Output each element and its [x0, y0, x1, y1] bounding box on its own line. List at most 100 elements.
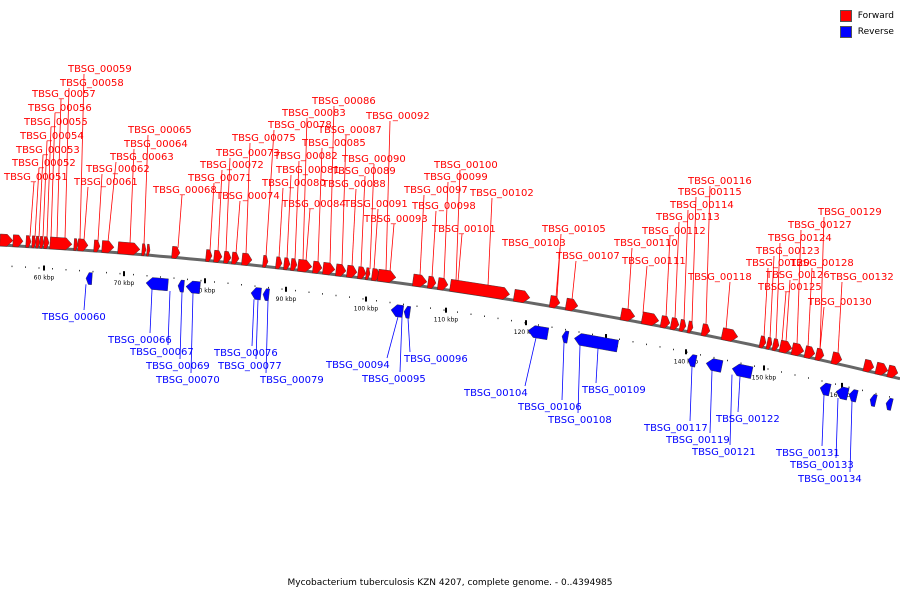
- leader-line: [386, 316, 399, 359]
- forward-gene-arrow: [669, 317, 680, 331]
- leader-line: [763, 267, 769, 338]
- gene-label: TBSG_00120: [745, 258, 810, 269]
- forward-gene-arrow: [77, 238, 89, 252]
- scale-tick-label: 100 kbp: [354, 306, 379, 313]
- leader-line: [265, 300, 269, 374]
- gene-label: TBSG_00130: [807, 297, 872, 308]
- gene-label: TBSG_00092: [365, 111, 430, 122]
- gene-label: TBSG_00074: [215, 191, 280, 202]
- gene-label: TBSG_00083: [281, 108, 346, 119]
- leader-line: [329, 105, 335, 265]
- forward-gene-arrow: [39, 236, 45, 249]
- reverse-gene-arrow: [177, 279, 185, 293]
- gene-label: TBSG_00110: [613, 238, 678, 249]
- leader-line: [737, 376, 741, 413]
- gene-label: TBSG_00076: [213, 348, 278, 359]
- scale-tick-label: 120 kbp: [514, 329, 539, 336]
- leader-line: [177, 194, 183, 248]
- legend: Forward Reverse: [839, 8, 894, 40]
- forward-gene-arrow: [275, 256, 283, 270]
- forward-gene-arrow: [862, 358, 875, 373]
- gene-label: TBSG_00116: [687, 176, 752, 187]
- leader-line: [385, 120, 391, 272]
- leader-line: [317, 147, 323, 263]
- forward-gene-arrow: [771, 338, 780, 352]
- gene-label: TBSG_00085: [301, 138, 366, 149]
- leader-line: [167, 290, 171, 346]
- leader-line: [278, 187, 284, 259]
- reverse-gene-arrow: [145, 277, 169, 292]
- gene-label: TBSG_00079: [259, 375, 324, 386]
- leader-line: [443, 181, 449, 280]
- gene-label: TBSG_00072: [199, 160, 264, 171]
- leader-line: [190, 293, 194, 374]
- reverse-gene-arrow: [262, 288, 270, 302]
- forward-gene-arrow: [93, 239, 101, 253]
- forward-gene-arrow: [548, 295, 561, 309]
- scale-tick-label: 90 kbp: [276, 296, 297, 303]
- leader-line: [245, 142, 251, 255]
- gene-label: TBSG_00073: [215, 148, 280, 159]
- leader-line: [665, 235, 671, 318]
- leader-line: [42, 140, 48, 238]
- leader-line: [683, 209, 689, 321]
- gene-label: TBSG_00113: [655, 212, 720, 223]
- forward-gene-arrow: [297, 259, 313, 273]
- gene-label: TBSG_00098: [411, 201, 476, 212]
- leader-line: [143, 134, 149, 245]
- leader-line: [487, 197, 493, 287]
- scale-tick-label: 80 kbp: [195, 287, 216, 294]
- forward-gene-arrow: [803, 345, 816, 359]
- gene-label: TBSG_00108: [547, 415, 612, 426]
- reverse-gene-arrow: [390, 304, 404, 318]
- forward-gene-arrow: [231, 251, 240, 265]
- forward-gene-arrow: [790, 342, 805, 357]
- gene-label: TBSG_00086: [311, 96, 376, 107]
- gene-label: TBSG_00097: [403, 185, 468, 196]
- forward-gene-arrow: [886, 364, 899, 379]
- leader-line: [341, 134, 347, 266]
- leader-line: [149, 289, 153, 334]
- gene-label: TBSG_00119: [665, 435, 730, 446]
- legend-reverse: Reverse: [839, 24, 894, 40]
- leader-line: [50, 112, 56, 239]
- scale-tick-label: 60 kbp: [34, 275, 55, 282]
- leader-line: [729, 374, 733, 446]
- gene-label: TBSG_00123: [755, 246, 820, 257]
- leader-line: [129, 148, 135, 244]
- leader-line: [819, 306, 825, 350]
- leader-line: [83, 284, 87, 311]
- forward-gene-arrow: [377, 268, 397, 283]
- leader-line: [431, 210, 437, 278]
- leader-line: [29, 181, 35, 237]
- gene-label: TBSG_00112: [641, 226, 706, 237]
- gene-label: TBSG_00115: [677, 187, 742, 198]
- gene-label: TBSG_00125: [757, 282, 822, 293]
- gene-label: TBSG_00114: [669, 200, 734, 211]
- forward-gene-arrow: [778, 339, 793, 354]
- gene-label: TBSG_00067: [129, 347, 194, 358]
- reverse-gene-arrow: [574, 333, 619, 353]
- leader-line: [796, 229, 802, 345]
- legend-reverse-label: Reverse: [857, 27, 894, 37]
- leader-line: [286, 174, 292, 259]
- reverse-gene-arrow: [819, 382, 832, 397]
- forward-gene-arrow: [12, 234, 24, 248]
- forward-gene-arrow: [146, 243, 151, 257]
- leader-line: [807, 267, 813, 348]
- leader-line: [775, 242, 781, 341]
- gene-label: TBSG_00087: [317, 125, 382, 136]
- leader-line: [302, 117, 308, 261]
- forward-gene-arrow: [283, 257, 291, 271]
- leader-line: [781, 291, 787, 342]
- gene-label: TBSG_00078: [267, 120, 332, 131]
- gene-label: TBSG_00089: [331, 166, 396, 177]
- gene-label: TBSG_00061: [73, 177, 138, 188]
- leader-line: [835, 397, 839, 459]
- reverse-gene-arrow: [687, 354, 698, 368]
- gene-label: TBSG_00093: [363, 214, 428, 225]
- genome-caption: Mycobacterium tuberculosis KZN 4207, com…: [287, 578, 613, 588]
- leader-line: [524, 337, 537, 387]
- leader-line: [725, 281, 731, 330]
